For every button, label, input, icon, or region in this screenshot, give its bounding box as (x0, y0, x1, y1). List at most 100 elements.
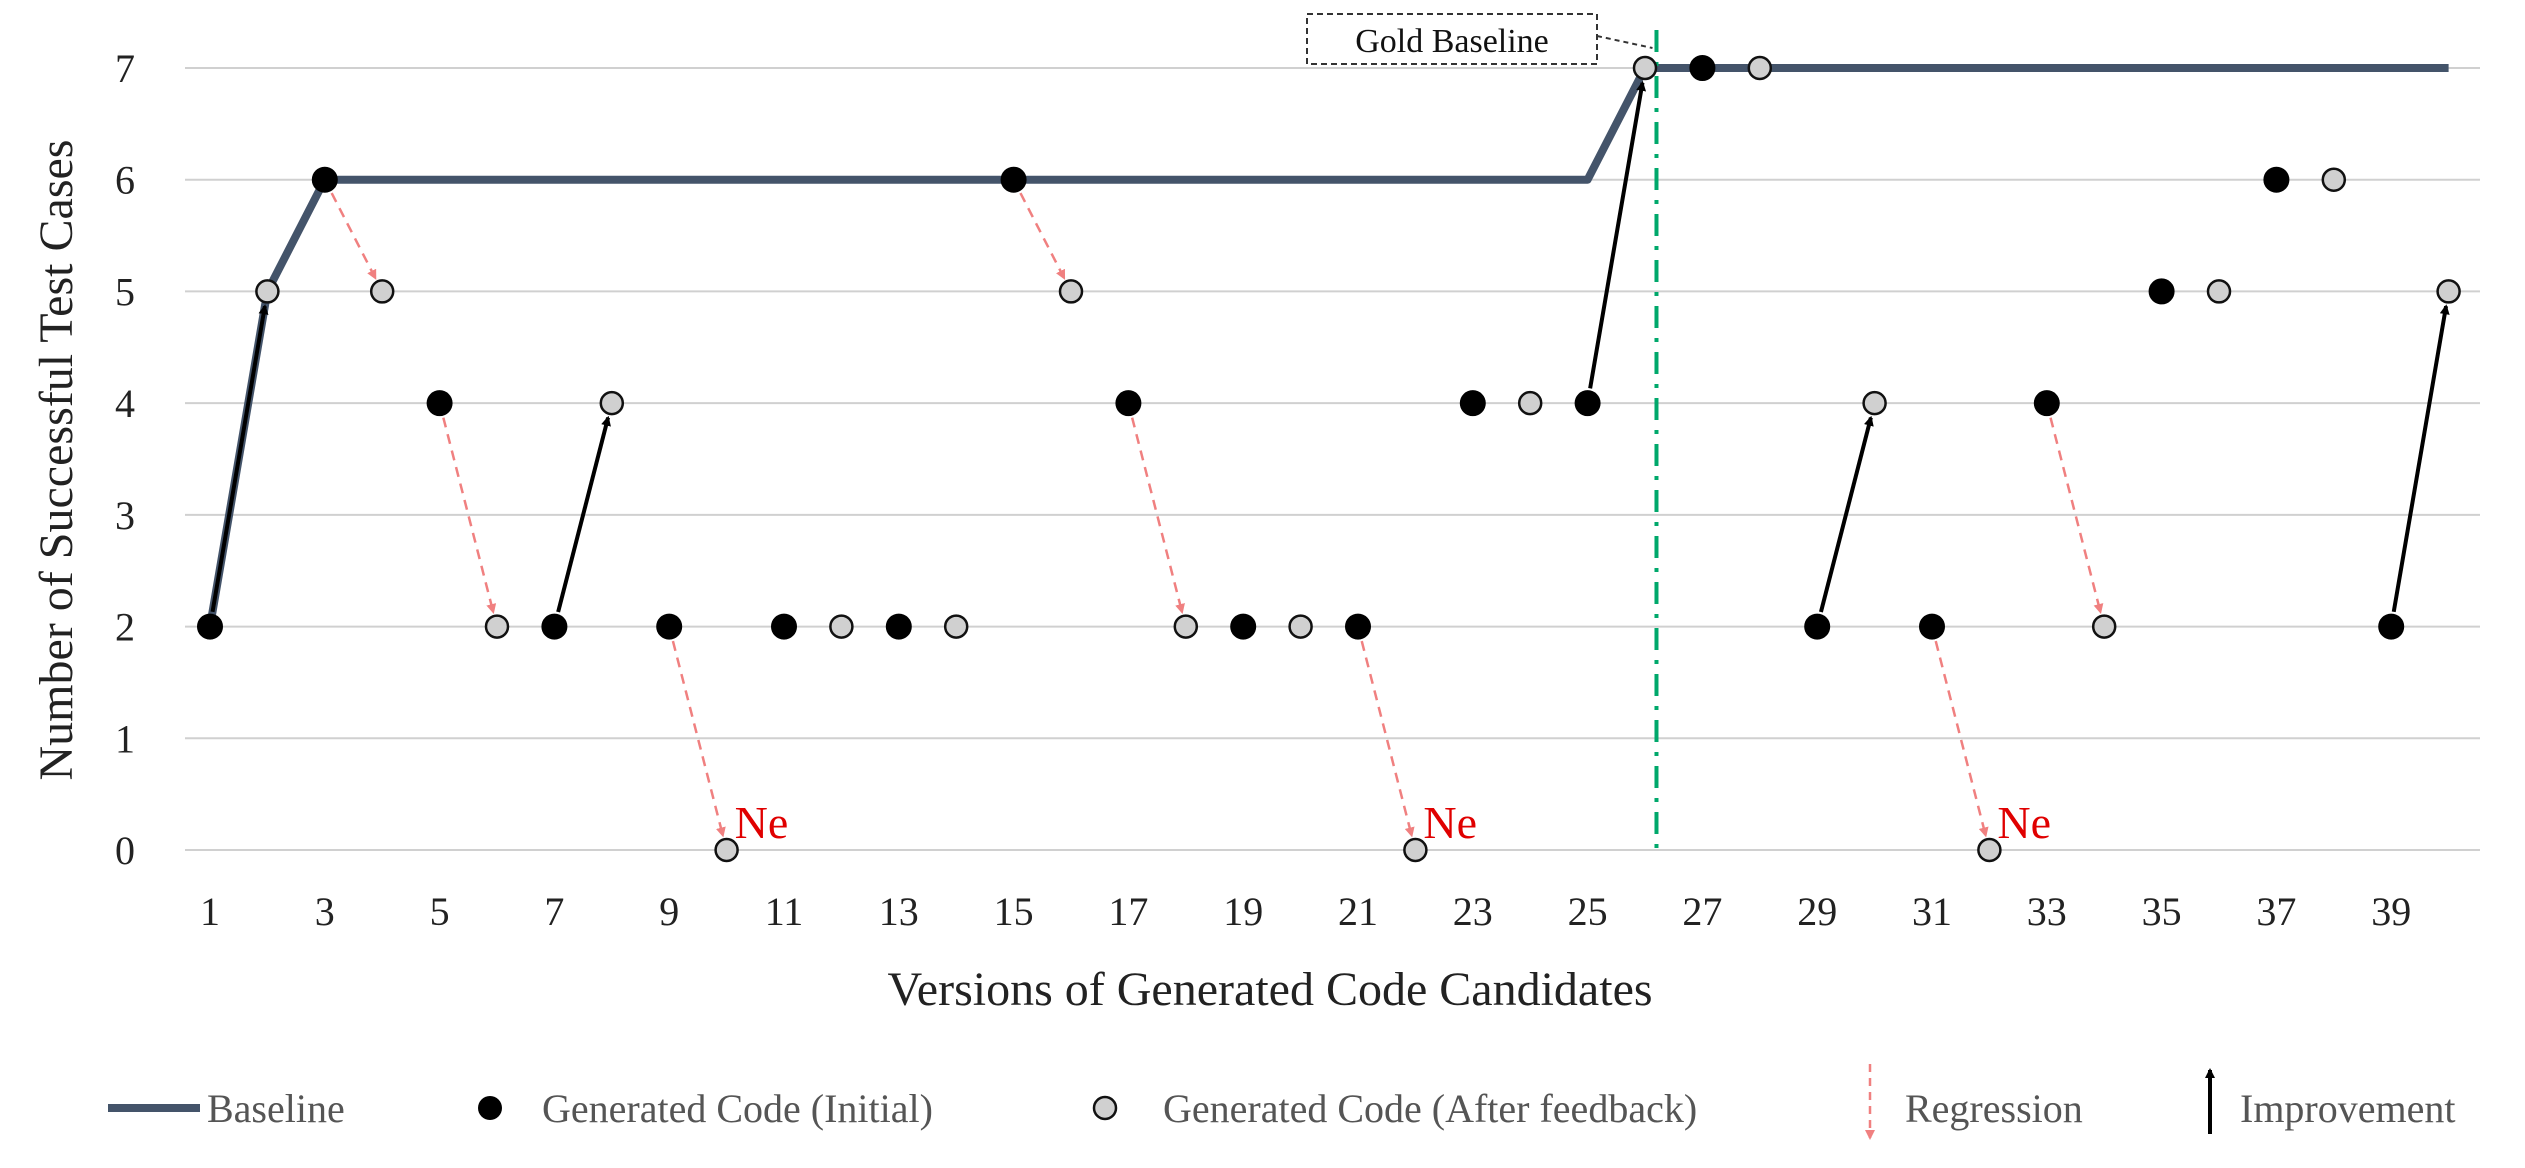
initial-point-37 (2263, 166, 2290, 193)
initial-point-29 (1804, 613, 1831, 640)
y-tick-labels: 0 1 2 3 4 5 6 7 (115, 46, 135, 873)
x-tick-19: 19 (1223, 889, 1263, 934)
grid-lines (185, 67, 2480, 851)
initial-point-17 (1115, 390, 1142, 417)
feedback-point-2 (255, 279, 280, 304)
ne-labels: Ne Ne Ne (735, 797, 2051, 848)
x-tick-35: 35 (2142, 889, 2182, 934)
x-tick-27: 27 (1682, 889, 1722, 934)
x-tick-labels: 1 3 5 7 9 11 13 15 17 19 21 23 25 27 29 31 33 35 37 39 (200, 889, 2411, 934)
x-tick-31: 31 (1912, 889, 1952, 934)
feedback-point-36 (2206, 279, 2232, 304)
initial-point-15 (1000, 166, 1027, 193)
feedback-point-6 (484, 614, 510, 639)
initial-point-31 (1919, 613, 1945, 640)
initial-point-39 (2378, 613, 2405, 640)
legend-initial-swatch (478, 1096, 502, 1120)
y-tick-0: 0 (115, 828, 135, 873)
y-tick-7: 7 (115, 46, 135, 91)
x-tick-7: 7 (544, 889, 564, 934)
feedback-point-30 (1862, 390, 1887, 416)
x-tick-5: 5 (430, 889, 450, 934)
y-tick-3: 3 (115, 493, 135, 538)
baseline-series (206, 64, 2449, 628)
initial-point-21 (1345, 613, 1371, 640)
y-tick-4: 4 (115, 381, 135, 426)
x-tick-11: 11 (765, 889, 804, 934)
feedback-point-40 (2436, 279, 2461, 304)
x-tick-9: 9 (659, 889, 679, 934)
initial-point-27 (1689, 55, 1716, 81)
x-tick-15: 15 (994, 889, 1034, 934)
initial-point-11 (771, 613, 797, 640)
y-axis-title: Number of Successful Test Cases (30, 140, 83, 781)
improvement-arrow-4 (1818, 415, 1874, 613)
gold-baseline-box (1306, 13, 1598, 65)
y-tick-1: 1 (115, 716, 135, 761)
x-axis-title: Versions of Generated Code Candidates (887, 963, 1652, 1016)
ne-label-3: Ne (1997, 797, 2051, 848)
initial-point-1 (197, 613, 223, 640)
y-tick-6: 6 (115, 158, 135, 203)
regression-arrow-4 (1019, 192, 1066, 280)
initial-point-5 (426, 390, 453, 417)
initial-point-19 (1230, 613, 1257, 640)
legend-feedback-swatch (1092, 1095, 1118, 1121)
legend: Baseline Generated Code (Initial) Generate… (108, 1064, 2456, 1140)
feedback-point-22 (1403, 837, 1428, 863)
x-tick-21: 21 (1338, 889, 1378, 934)
feedback-point-4 (369, 279, 395, 304)
initial-point-7 (541, 613, 568, 640)
improvement-arrow-1 (210, 304, 269, 613)
x-tick-37: 37 (2256, 889, 2296, 934)
feedback-point-8 (599, 390, 625, 416)
feedback-point-32 (1977, 837, 2002, 863)
initial-point-25 (1574, 390, 1601, 417)
x-tick-23: 23 (1453, 889, 1493, 934)
initial-point-13 (885, 613, 912, 640)
feedback-point-38 (2321, 167, 2347, 192)
x-tick-1: 1 (200, 889, 220, 934)
legend-initial-label: Generated Code (Initial) (542, 1086, 933, 1131)
feedback-point-16 (1058, 279, 1084, 304)
x-tick-3: 3 (315, 889, 335, 934)
axis-titles: Versions of Generated Code Candidates Num… (30, 140, 1653, 1016)
gold-baseline: Gold Baseline (1306, 13, 1659, 850)
feedback-point-18 (1173, 614, 1199, 639)
legend-baseline-label: Baseline (207, 1086, 345, 1131)
x-tick-33: 33 (2027, 889, 2067, 934)
regression-arrow-1 (330, 192, 377, 280)
improvement-arrow-2 (556, 415, 611, 613)
feedback-point-24 (1517, 390, 1543, 416)
feedback-point-26 (1632, 55, 1658, 81)
ne-label-1: Ne (735, 797, 789, 848)
initial-point-33 (2033, 390, 2060, 417)
x-tick-25: 25 (1568, 889, 1608, 934)
gold-baseline-leader (1596, 35, 1653, 49)
improvement-arrow-3 (1588, 80, 1647, 389)
data-points (197, 55, 2461, 863)
feedback-point-14 (943, 614, 969, 639)
y-tick-5: 5 (115, 269, 135, 314)
initial-point-23 (1459, 390, 1486, 417)
gold-baseline-label: Gold Baseline (1355, 23, 1549, 60)
feedback-point-20 (1288, 614, 1313, 639)
y-tick-2: 2 (115, 605, 135, 650)
x-tick-29: 29 (1797, 889, 1837, 934)
x-tick-39: 39 (2371, 889, 2411, 934)
initial-point-3 (311, 166, 338, 193)
initial-point-9 (656, 613, 683, 640)
baseline-line (206, 64, 2449, 628)
ne-label-2: Ne (1423, 797, 1477, 848)
legend-feedback-label: Generated Code (After feedback) (1163, 1086, 1697, 1131)
x-tick-17: 17 (1108, 889, 1148, 934)
feedback-point-34 (2091, 614, 2117, 639)
feedback-point-12 (829, 614, 854, 639)
legend-regression-label: Regression (1905, 1086, 2083, 1131)
feedback-point-28 (1747, 55, 1773, 81)
feedback-point-10 (714, 837, 739, 863)
improvement-arrow-5 (2391, 304, 2450, 613)
initial-point-35 (2148, 278, 2175, 305)
x-tick-13: 13 (879, 889, 919, 934)
